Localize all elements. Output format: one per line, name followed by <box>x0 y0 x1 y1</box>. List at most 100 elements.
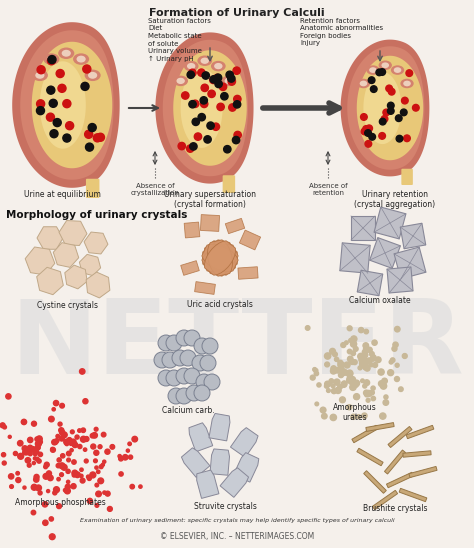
Circle shape <box>49 99 57 107</box>
Circle shape <box>204 374 220 390</box>
Text: © ELSEVIER, INC. – NETTERIMAGES.COM: © ELSEVIER, INC. – NETTERIMAGES.COM <box>160 532 314 541</box>
Circle shape <box>71 430 74 434</box>
Circle shape <box>347 375 353 381</box>
Polygon shape <box>59 220 87 246</box>
Polygon shape <box>182 448 210 477</box>
Circle shape <box>215 81 222 88</box>
Circle shape <box>24 449 29 455</box>
Polygon shape <box>181 261 199 275</box>
Circle shape <box>379 118 386 125</box>
Circle shape <box>154 352 170 368</box>
Circle shape <box>44 465 47 469</box>
Circle shape <box>16 477 21 483</box>
Circle shape <box>344 362 350 368</box>
Polygon shape <box>239 230 261 250</box>
Circle shape <box>329 379 334 384</box>
Circle shape <box>6 394 11 399</box>
Circle shape <box>351 336 357 342</box>
Polygon shape <box>84 232 108 254</box>
Circle shape <box>363 125 369 132</box>
Circle shape <box>83 398 88 404</box>
Text: Calcium oxalate: Calcium oxalate <box>349 296 411 305</box>
Circle shape <box>130 484 135 489</box>
Circle shape <box>305 326 310 330</box>
Circle shape <box>364 346 370 352</box>
Circle shape <box>338 373 344 378</box>
Circle shape <box>219 83 227 90</box>
Circle shape <box>73 442 78 448</box>
Circle shape <box>204 136 211 143</box>
Polygon shape <box>184 222 200 238</box>
Circle shape <box>340 362 345 367</box>
Circle shape <box>363 342 369 349</box>
Circle shape <box>387 102 394 109</box>
Circle shape <box>85 130 93 138</box>
Circle shape <box>59 427 64 433</box>
Circle shape <box>126 449 129 452</box>
Circle shape <box>350 381 355 385</box>
Circle shape <box>351 414 356 419</box>
Text: Urine at equilibrium: Urine at equilibrium <box>24 190 100 199</box>
Circle shape <box>372 340 377 345</box>
Ellipse shape <box>197 55 212 66</box>
Circle shape <box>34 477 39 482</box>
Circle shape <box>341 369 347 375</box>
Circle shape <box>180 350 196 366</box>
Circle shape <box>31 484 37 490</box>
Circle shape <box>172 350 188 366</box>
Polygon shape <box>189 423 213 452</box>
Circle shape <box>189 101 196 108</box>
Circle shape <box>191 100 199 107</box>
Circle shape <box>98 445 102 449</box>
Ellipse shape <box>32 70 48 81</box>
Circle shape <box>317 383 321 387</box>
Circle shape <box>59 463 65 469</box>
Circle shape <box>54 487 59 493</box>
Circle shape <box>382 378 387 384</box>
Polygon shape <box>210 449 229 475</box>
Text: Saturation factors
Diet
Metabolic state
of solute
Urinary volume
↑ Urinary pH: Saturation factors Diet Metabolic state … <box>148 18 211 62</box>
Circle shape <box>330 414 337 420</box>
Circle shape <box>184 368 200 384</box>
Circle shape <box>59 436 64 441</box>
Ellipse shape <box>88 72 97 79</box>
Circle shape <box>52 408 55 411</box>
Circle shape <box>354 380 360 386</box>
Ellipse shape <box>214 63 222 69</box>
Circle shape <box>96 133 104 141</box>
Circle shape <box>214 75 221 82</box>
Circle shape <box>50 130 58 138</box>
Polygon shape <box>208 240 233 276</box>
Circle shape <box>202 72 210 79</box>
Circle shape <box>396 135 403 142</box>
Circle shape <box>36 446 40 450</box>
Circle shape <box>27 445 33 450</box>
Polygon shape <box>388 426 412 448</box>
Text: Absence of
crystallization: Absence of crystallization <box>130 183 180 196</box>
Circle shape <box>84 459 88 463</box>
Circle shape <box>212 123 219 130</box>
Polygon shape <box>399 488 427 501</box>
Ellipse shape <box>84 70 100 81</box>
Circle shape <box>364 390 369 396</box>
Circle shape <box>176 368 192 384</box>
Circle shape <box>365 130 371 136</box>
Circle shape <box>16 471 19 475</box>
Circle shape <box>361 128 368 135</box>
Ellipse shape <box>47 56 56 62</box>
Polygon shape <box>204 241 236 275</box>
Circle shape <box>354 396 358 399</box>
Circle shape <box>65 484 70 489</box>
Circle shape <box>368 77 375 83</box>
Circle shape <box>72 470 78 476</box>
Circle shape <box>44 462 49 467</box>
Circle shape <box>118 456 123 461</box>
Circle shape <box>198 113 205 121</box>
Circle shape <box>224 146 231 153</box>
Polygon shape <box>386 472 413 488</box>
Circle shape <box>53 439 58 444</box>
Circle shape <box>346 370 353 376</box>
Circle shape <box>92 432 97 438</box>
Circle shape <box>229 104 236 111</box>
Text: Examination of urinary sediment: specific crystals may help identify specific ty: Examination of urinary sediment: specifi… <box>80 518 394 523</box>
